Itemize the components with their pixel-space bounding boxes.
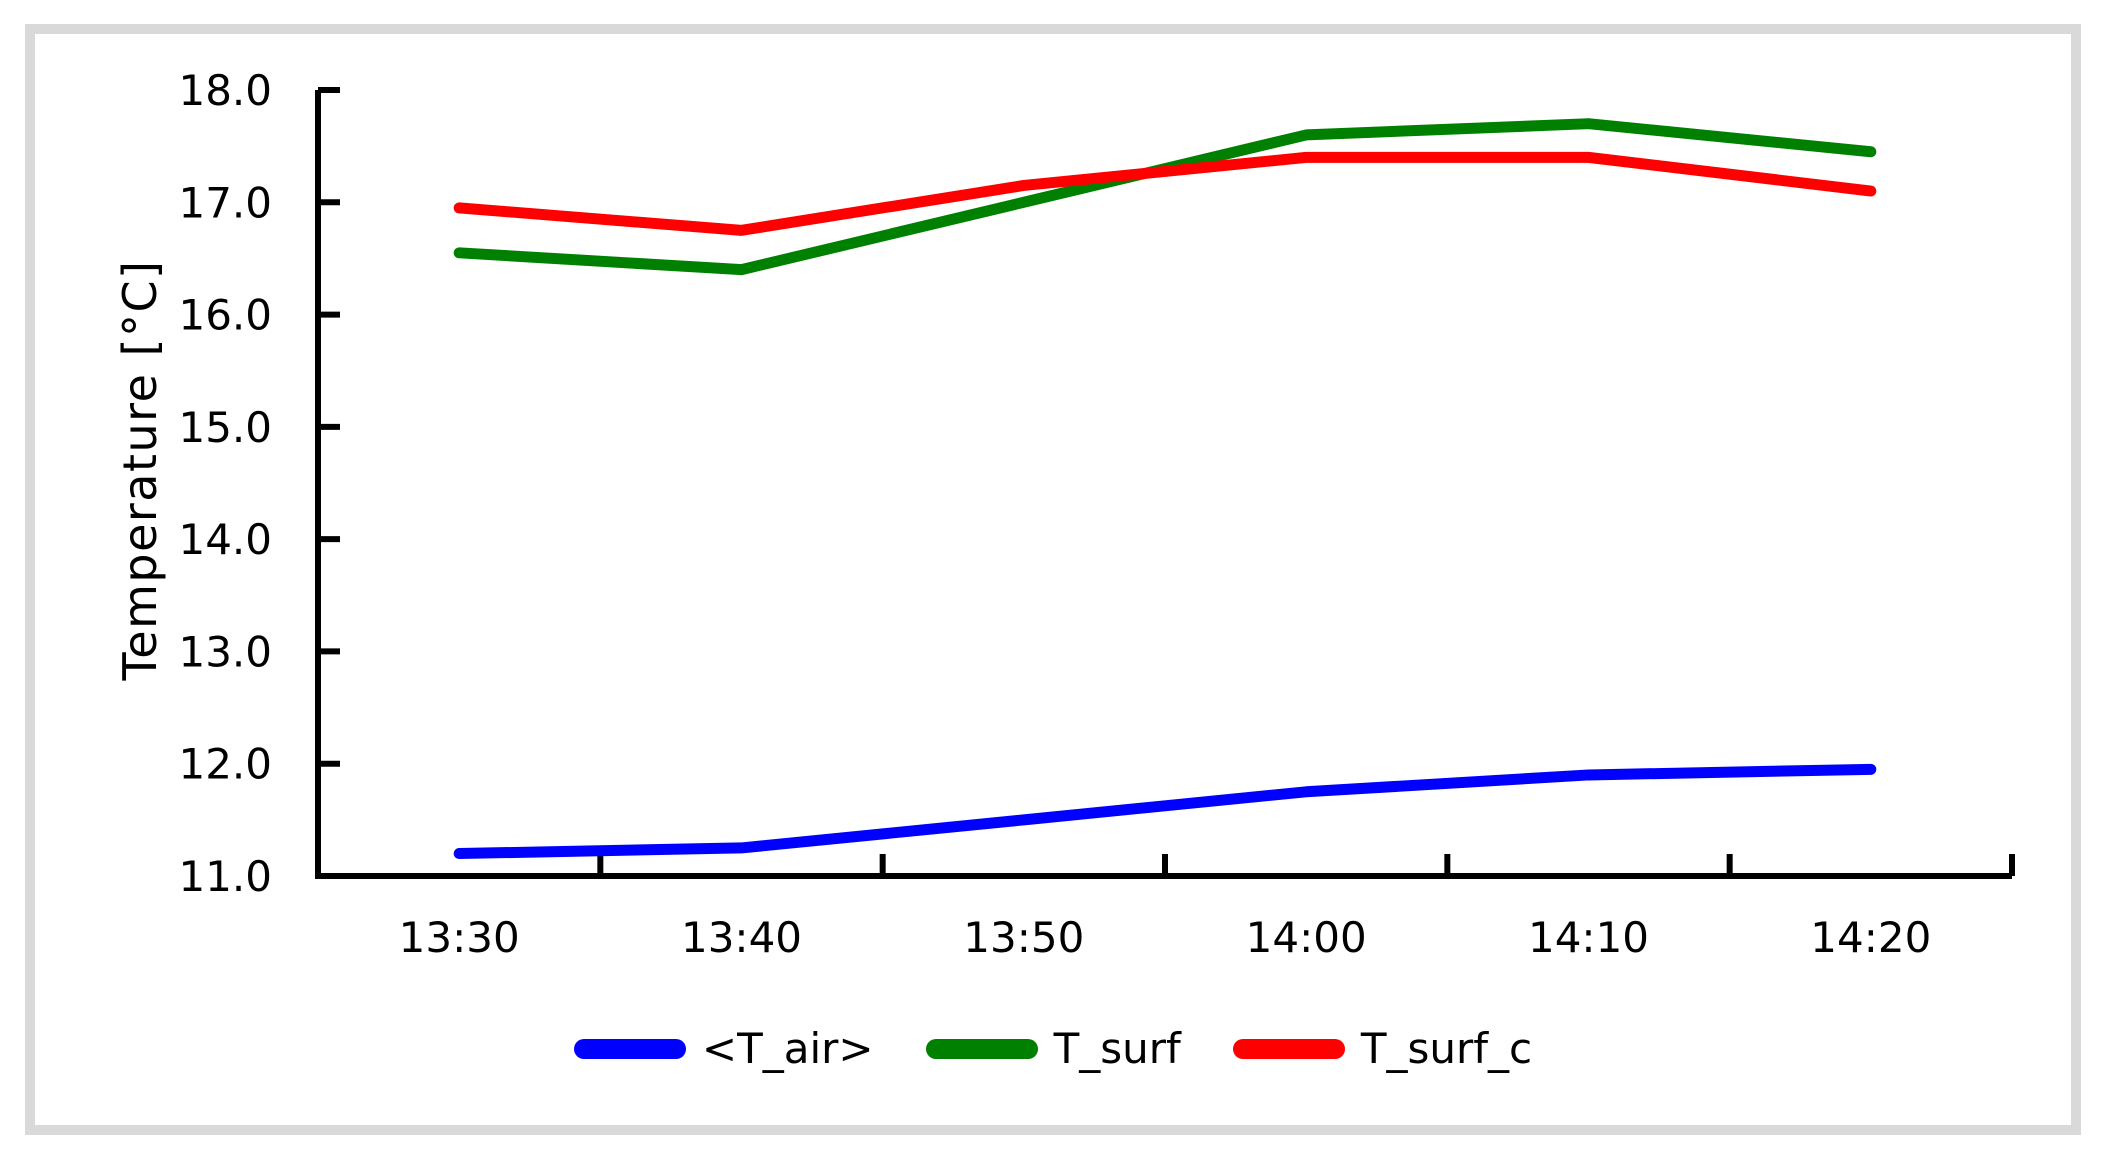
series-line--t-air- [453, 763, 1877, 860]
legend-item-t-surf-c: T_surf_c [1232, 1024, 1533, 1073]
series-line-t-surf-c [453, 151, 1877, 236]
legend-label-t-surf-c: T_surf_c [1360, 1024, 1533, 1073]
legend-item-t-air: <T_air> [573, 1024, 874, 1073]
series-line-t-surf [453, 118, 1877, 276]
y-tick-label: 11.0 [178, 852, 272, 901]
y-tick-label: 14.0 [178, 515, 272, 564]
y-tick-label: 18.0 [178, 66, 272, 115]
y-tick-label: 16.0 [178, 291, 272, 340]
legend-item-t-surf: T_surf [925, 1024, 1181, 1073]
legend: <T_air> T_surf T_surf_c [0, 1024, 2106, 1073]
legend-label-t-air: <T_air> [701, 1024, 874, 1073]
y-tick-label: 15.0 [178, 403, 272, 452]
x-tick-label: 13:50 [963, 913, 1084, 962]
x-tick-label: 14:00 [1246, 913, 1367, 962]
legend-swatch-t-air-icon [573, 1038, 686, 1059]
x-tick-label: 13:40 [681, 913, 802, 962]
legend-swatch-t-surf-c-icon [1232, 1038, 1345, 1059]
x-tick-label: 13:30 [399, 913, 520, 962]
x-tick-label: 14:10 [1528, 913, 1649, 962]
x-tick-label: 14:20 [1810, 913, 1931, 962]
y-tick-label: 12.0 [178, 740, 272, 789]
y-axis-title: Temperature [°C] [113, 259, 167, 681]
y-tick-label: 13.0 [178, 627, 272, 676]
legend-label-t-surf: T_surf [1053, 1024, 1181, 1073]
legend-swatch-t-surf-icon [925, 1038, 1038, 1059]
y-tick-label: 17.0 [178, 178, 272, 227]
